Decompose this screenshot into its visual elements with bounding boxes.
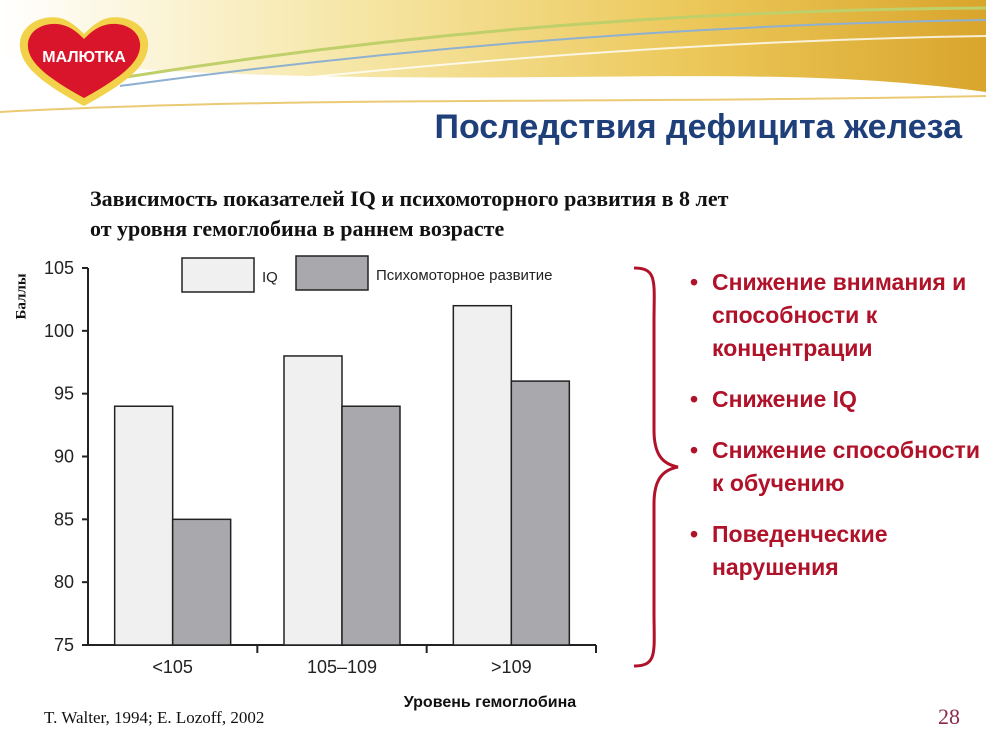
legend-swatch-iq [181, 257, 255, 293]
bullet-learning: Снижение способности к обучению [690, 434, 980, 500]
header-banner [0, 0, 986, 130]
chart-subtitle: Зависимость показателей IQ и психомоторн… [90, 184, 890, 244]
subtitle-line-1: Зависимость показателей IQ и психомоторн… [90, 186, 729, 211]
y-tick-label: 105 [44, 258, 74, 278]
y-tick-label: 85 [54, 509, 74, 529]
bar-chart: 75 80 85 90 95 100 105 <105 105–109 >109 IQ Психомо… [44, 255, 597, 677]
page-number: 28 [938, 704, 960, 729]
subtitle-line-2: от уровня гемоглобина в раннем возрасте [90, 216, 505, 241]
x-axis-label: Уровень гемоглобина [403, 694, 577, 711]
bullet-iq: Снижение IQ [690, 383, 980, 416]
logo-text: МАЛЮТКА [42, 49, 126, 66]
bar-iq [113, 405, 174, 646]
y-tick-label: 90 [54, 447, 74, 467]
y-tick-label: 75 [54, 635, 74, 655]
bar-psychomotor [510, 380, 571, 646]
page-title: Последствия дефицита железа [434, 108, 962, 146]
legend-label-psychomotor: Психомоторное развитие [376, 267, 553, 284]
legend-swatch-psychomotor [295, 255, 369, 291]
y-tick-label: 95 [54, 384, 74, 404]
malyutka-logo: МАЛЮТКА [19, 17, 149, 106]
citation: T. Walter, 1994; E. Lozoff, 2002 [44, 708, 265, 727]
curly-bracket [633, 266, 679, 668]
y-tick-label: 100 [44, 321, 74, 341]
bar-iq [452, 304, 513, 646]
bar-iq [283, 355, 343, 646]
legend-label-iq: IQ [262, 269, 278, 286]
x-tick-label: <105 [152, 657, 193, 677]
bullet-behavior: Поведенческие нарушения [690, 518, 980, 584]
bar-psychomotor [341, 405, 401, 646]
bar-psychomotor [171, 518, 232, 646]
bullet-attention: Снижение внимания и способности к концен… [690, 266, 980, 365]
x-tick-label: >109 [491, 657, 532, 677]
consequences-list: Снижение внимания и способности к концен… [690, 266, 980, 602]
x-tick-label: 105–109 [307, 657, 377, 677]
y-tick-label: 80 [54, 572, 74, 592]
